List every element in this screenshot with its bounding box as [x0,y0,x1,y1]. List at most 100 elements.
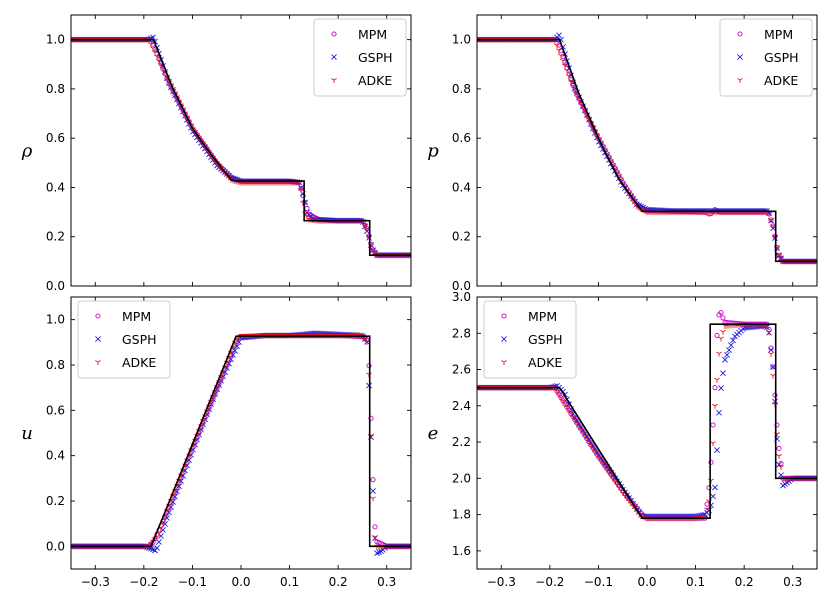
legend-entry-gsph: GSPH [331,50,393,65]
panel-bottom-right: −0.3 −0.2 −0.1 0.0 0.1 0.2 0.3 1.6 1.8 2.0 2.2 2.4 2… [428,290,818,589]
data-point [726,347,732,353]
legend: MPM GSPH ADKE [483,300,577,379]
data-point [560,58,566,64]
y-tick-label: 2.6 [452,363,471,377]
data-point [368,415,374,421]
legend-entry-mpm: MPM [737,27,793,42]
x-tick-label: 0.0 [637,575,656,589]
data-point [728,342,734,349]
exact-solution-line [477,38,817,263]
data-point [768,346,774,353]
data-point [714,447,720,453]
legend: MPM GSPH ADKE [77,300,171,379]
legend-entry-gsph: GSPH [501,332,563,347]
x-tick-label: 0.1 [686,575,705,589]
data-point [556,32,562,39]
data-point [714,377,720,383]
y-axis-label: u [21,423,33,444]
legend-entry-adke: ADKE [331,73,392,88]
x-tick-label: −0.2 [129,575,158,589]
data-point [370,488,376,494]
legend-entry-gsph: GSPH [95,332,157,347]
legend-label: ADKE [122,355,156,370]
data-point [718,385,724,392]
panel-top-left: 0.0 0.2 0.4 0.6 0.8 1.0 ρ MPM GSPH ADKE [21,14,412,293]
data-point [776,454,782,459]
y-tick-label: 0.6 [46,131,65,145]
legend-entry-mpm: MPM [95,309,151,324]
panel-bottom-left: −0.3 −0.2 −0.1 0.0 0.1 0.2 0.3 0.0 0.2 0.4 0.6 0.8 1… [21,296,412,589]
legend-box [483,300,577,379]
data-point [370,496,376,502]
data-point [714,332,720,338]
legend-marker [95,336,101,342]
x-tick-label: −0.1 [584,575,613,589]
data-point [372,535,378,540]
legend-marker [501,336,507,342]
y-tick-label: 0.0 [46,279,65,293]
data-point [556,48,562,54]
data-point [720,370,726,377]
data-point [712,385,718,391]
y-tick-label: 0.8 [452,82,471,96]
panel-top-right: 0.0 0.2 0.4 0.6 0.8 1.0 p MPM GSPH ADKE [427,14,818,293]
x-tick-label: 0.2 [735,575,754,589]
legend-label: ADKE [764,73,798,88]
data-point [770,364,776,370]
data-point [704,507,710,513]
data-point [778,465,784,471]
x-tick-label: 0.2 [329,575,348,589]
legend-box [313,18,407,97]
legend-label: MPM [358,27,387,42]
y-axis-label: p [427,141,439,162]
legend: MPM GSPH ADKE [719,18,813,97]
data-point [766,330,772,336]
data-point [712,484,718,491]
data-point [298,184,304,191]
y-tick-label: 2.2 [452,435,471,449]
legend-box [77,300,171,379]
legend-marker [331,54,337,60]
data-point [720,315,726,321]
legend: MPM GSPH ADKE [313,18,407,97]
y-tick-label: 0.2 [46,494,65,508]
legend-marker [95,313,101,319]
y-tick-label: 0.6 [452,131,471,145]
data-point [768,218,774,223]
legend-label: GSPH [122,332,157,347]
exact-solution-line [71,38,411,256]
data-point [566,73,572,79]
data-point [708,478,714,484]
legend-marker [737,54,743,60]
y-tick-label: 1.8 [452,508,471,522]
legend-entry-adke: ADKE [501,355,562,370]
data-point [770,373,776,379]
plot-area [71,330,411,557]
y-tick-label: 0.0 [46,539,65,553]
legend-label: MPM [122,309,151,324]
legend-label: MPM [528,309,557,324]
legend-marker [501,360,507,365]
data-point [706,485,712,491]
plot-area [71,34,411,259]
legend-label: ADKE [528,355,562,370]
y-tick-label: 1.0 [452,33,471,47]
data-point [558,36,564,43]
legend-entry-adke: ADKE [95,355,156,370]
x-tick-label: −0.2 [535,575,564,589]
data-point [150,46,156,52]
y-tick-label: 0.8 [46,82,65,96]
x-tick-label: 0.1 [280,575,299,589]
legend-label: ADKE [358,73,392,88]
x-tick-label: 0.3 [783,575,802,589]
data-point [716,409,722,416]
legend-entry-adke: ADKE [737,73,798,88]
data-point [710,422,716,428]
x-tick-label: −0.1 [178,575,207,589]
y-tick-label: 1.6 [452,544,471,558]
y-tick-label: 0.8 [46,358,65,372]
legend-marker [737,78,743,83]
data-point [558,53,564,59]
data-point [154,544,160,551]
data-point [718,310,724,316]
